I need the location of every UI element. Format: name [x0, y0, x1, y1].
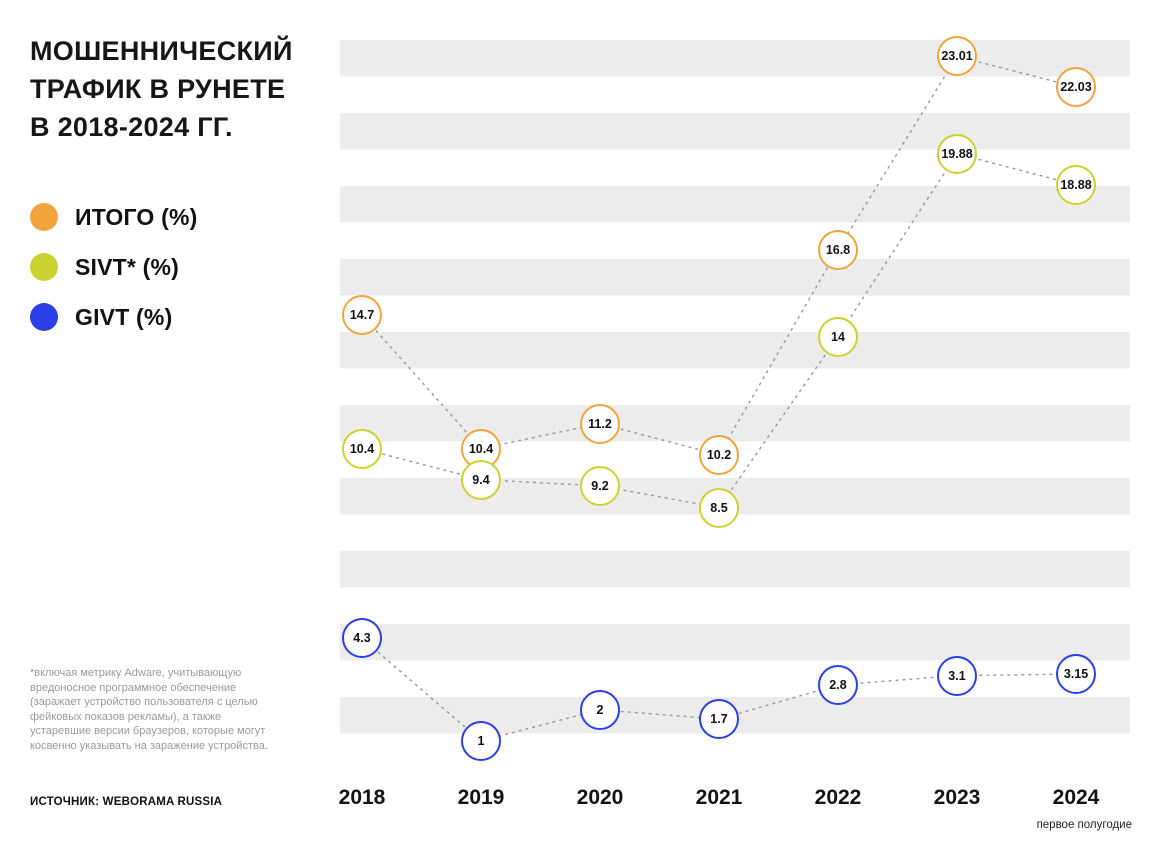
x-axis-label: 2022 — [814, 786, 862, 809]
legend-item-givt: GIVT (%) — [30, 292, 197, 342]
data-point: 18.88 — [1056, 164, 1096, 205]
x-axis-label: 2018 — [338, 786, 386, 809]
data-point: 1.7 — [699, 699, 739, 740]
data-point: 19.88 — [937, 133, 977, 174]
x-axis-label: 2023 — [933, 786, 981, 809]
legend: ИТОГО (%) SIVT* (%) GIVT (%) — [30, 192, 197, 342]
data-point: 14.7 — [342, 294, 382, 335]
connector-lines — [361, 55, 1077, 742]
legend-dot-icon — [30, 203, 58, 231]
legend-label-givt: GIVT (%) — [75, 303, 173, 330]
data-point: 2.8 — [818, 664, 858, 705]
data-point: 10.4 — [342, 428, 382, 469]
page-title: МОШЕННИЧЕСКИЙ ТРАФИК В РУНЕТЕ В 2018-202… — [30, 32, 293, 146]
title-line-1: МОШЕННИЧЕСКИЙ — [30, 36, 293, 66]
data-point: 11.2 — [580, 403, 620, 444]
data-point: 3.15 — [1056, 654, 1096, 695]
data-point: 14 — [818, 316, 858, 357]
data-point: 2 — [580, 689, 620, 730]
legend-item-sivt: SIVT* (%) — [30, 242, 197, 292]
data-point: 1 — [461, 720, 501, 761]
legend-label-sivt: SIVT* (%) — [75, 253, 180, 280]
x-axis-label: 2021 — [695, 786, 743, 809]
source-credit: ИСТОЧНИК: WEBORAMA RUSSIA — [30, 796, 223, 808]
legend-item-itogo: ИТОГО (%) — [30, 192, 197, 242]
data-point: 16.8 — [818, 229, 858, 270]
x-axis-sub-label: первое полугодие — [1036, 819, 1132, 831]
data-point: 9.2 — [580, 465, 620, 506]
data-point: 23.01 — [937, 36, 977, 77]
x-axis-label: 2020 — [576, 786, 624, 809]
data-point: 3.1 — [937, 655, 977, 696]
title-line-3: В 2018-2024 ГГ. — [30, 112, 233, 142]
chart-plot-area: 14.7 10.4 11.2 10.2 16.8 23.01 22.03 10.4 9.4 9.2… — [340, 36, 1130, 770]
legend-dot-icon — [30, 303, 58, 331]
data-point: 9.4 — [461, 459, 501, 500]
data-point: 4.3 — [342, 618, 382, 659]
data-point: 22.03 — [1056, 66, 1096, 107]
x-axis-label: 2019 — [457, 786, 505, 809]
title-line-2: ТРАФИК В РУНЕТЕ — [30, 74, 286, 104]
footnote: *включая метрику Adware, учитывающую вре… — [30, 667, 268, 752]
data-point: 10.2 — [699, 434, 739, 475]
series-line-0 — [361, 55, 1077, 456]
legend-label-itogo: ИТОГО (%) — [75, 203, 198, 230]
data-point: 8.5 — [699, 487, 739, 528]
legend-dot-icon — [30, 253, 58, 281]
x-axis-label: 2024 — [1052, 786, 1100, 809]
